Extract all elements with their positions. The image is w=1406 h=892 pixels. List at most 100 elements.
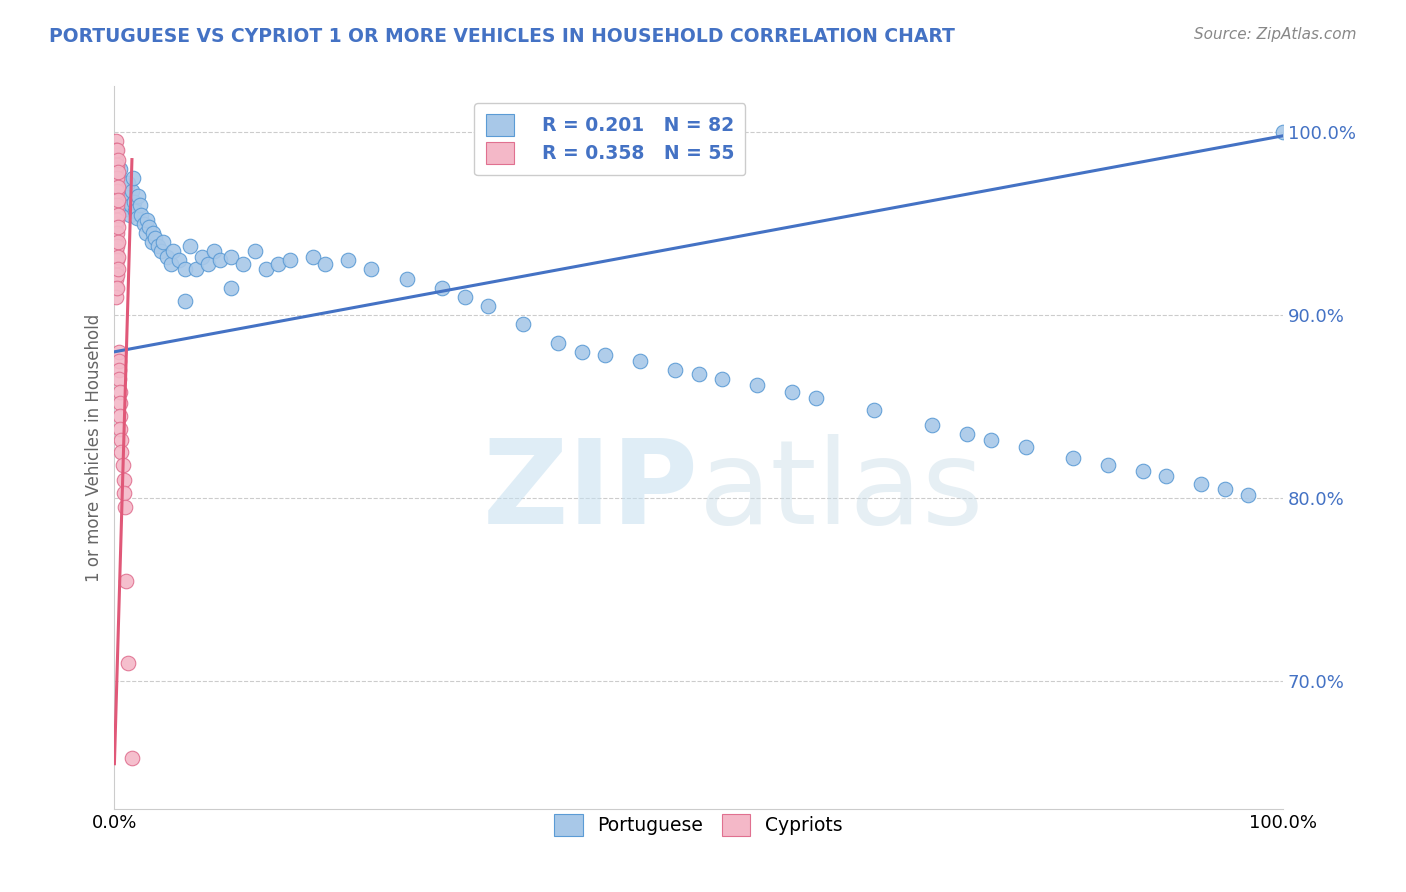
Point <box>112 194 135 209</box>
Point <box>454 290 477 304</box>
Point <box>120 198 142 212</box>
Point <box>105 170 128 185</box>
Point <box>1189 476 1212 491</box>
Point <box>104 144 127 158</box>
Point <box>110 161 132 176</box>
Point <box>780 385 803 400</box>
Point <box>159 257 181 271</box>
Point <box>104 134 127 148</box>
Point <box>1213 482 1236 496</box>
Point <box>142 226 165 240</box>
Point <box>1237 487 1260 501</box>
Point <box>104 244 127 259</box>
Point <box>127 189 149 203</box>
Point <box>141 235 163 249</box>
Point <box>104 253 127 268</box>
Point <box>219 250 242 264</box>
Point <box>115 574 138 588</box>
Point <box>208 253 231 268</box>
Point <box>104 198 127 212</box>
Point <box>104 153 127 167</box>
Point <box>1154 469 1177 483</box>
Point <box>664 363 686 377</box>
Point <box>173 293 195 308</box>
Point <box>107 235 129 249</box>
Point <box>110 385 132 400</box>
Point <box>121 751 143 765</box>
Point <box>104 189 127 203</box>
Point <box>1097 458 1119 473</box>
Point <box>110 198 132 212</box>
Point <box>108 170 131 185</box>
Point <box>125 211 148 226</box>
Point <box>108 363 131 377</box>
Point <box>107 220 129 235</box>
Point <box>107 193 129 207</box>
Point <box>430 281 453 295</box>
Point <box>278 253 301 268</box>
Point <box>1062 450 1084 465</box>
Legend: Portuguese, Cypriots: Portuguese, Cypriots <box>547 807 851 844</box>
Point <box>118 207 141 221</box>
Point <box>107 165 129 179</box>
Point <box>121 184 143 198</box>
Point <box>110 422 132 436</box>
Point <box>219 281 242 295</box>
Point <box>108 372 131 386</box>
Point <box>173 262 195 277</box>
Point <box>105 253 128 268</box>
Point <box>197 257 219 271</box>
Point <box>360 262 382 277</box>
Point <box>112 473 135 487</box>
Point <box>1132 464 1154 478</box>
Point <box>117 177 139 191</box>
Y-axis label: 1 or more Vehicles in Household: 1 or more Vehicles in Household <box>86 314 103 582</box>
Point <box>143 231 166 245</box>
Text: atlas: atlas <box>699 434 984 549</box>
Point <box>477 299 499 313</box>
Point <box>512 318 534 332</box>
Point <box>150 244 173 259</box>
Point <box>124 194 146 209</box>
Point <box>104 180 127 194</box>
Point <box>921 418 943 433</box>
Point <box>107 153 129 167</box>
Point <box>138 220 160 235</box>
Point <box>745 377 768 392</box>
Point <box>107 262 129 277</box>
Point <box>117 656 139 670</box>
Point <box>105 144 128 158</box>
Point <box>267 257 290 271</box>
Point <box>593 349 616 363</box>
Point <box>156 250 179 264</box>
Point <box>956 427 979 442</box>
Point <box>711 372 734 386</box>
Point <box>191 250 214 264</box>
Point <box>863 403 886 417</box>
Point <box>202 244 225 259</box>
Point <box>105 184 128 198</box>
Point <box>980 433 1002 447</box>
Point <box>111 458 134 473</box>
Point <box>115 189 138 203</box>
Point <box>186 262 208 277</box>
Text: PORTUGUESE VS CYPRIOT 1 OR MORE VEHICLES IN HOUSEHOLD CORRELATION CHART: PORTUGUESE VS CYPRIOT 1 OR MORE VEHICLES… <box>49 27 955 45</box>
Point <box>104 281 127 295</box>
Point <box>105 213 128 227</box>
Point <box>152 235 174 249</box>
Point <box>104 170 127 185</box>
Point <box>243 244 266 259</box>
Point <box>112 485 135 500</box>
Point <box>104 207 127 221</box>
Point <box>105 198 128 212</box>
Point <box>571 344 593 359</box>
Point <box>395 271 418 285</box>
Point <box>110 409 132 423</box>
Text: Source: ZipAtlas.com: Source: ZipAtlas.com <box>1194 27 1357 42</box>
Point <box>129 207 152 221</box>
Point <box>104 226 127 240</box>
Point <box>107 180 129 194</box>
Point <box>122 170 145 185</box>
Point <box>105 281 128 295</box>
Point <box>107 207 129 221</box>
